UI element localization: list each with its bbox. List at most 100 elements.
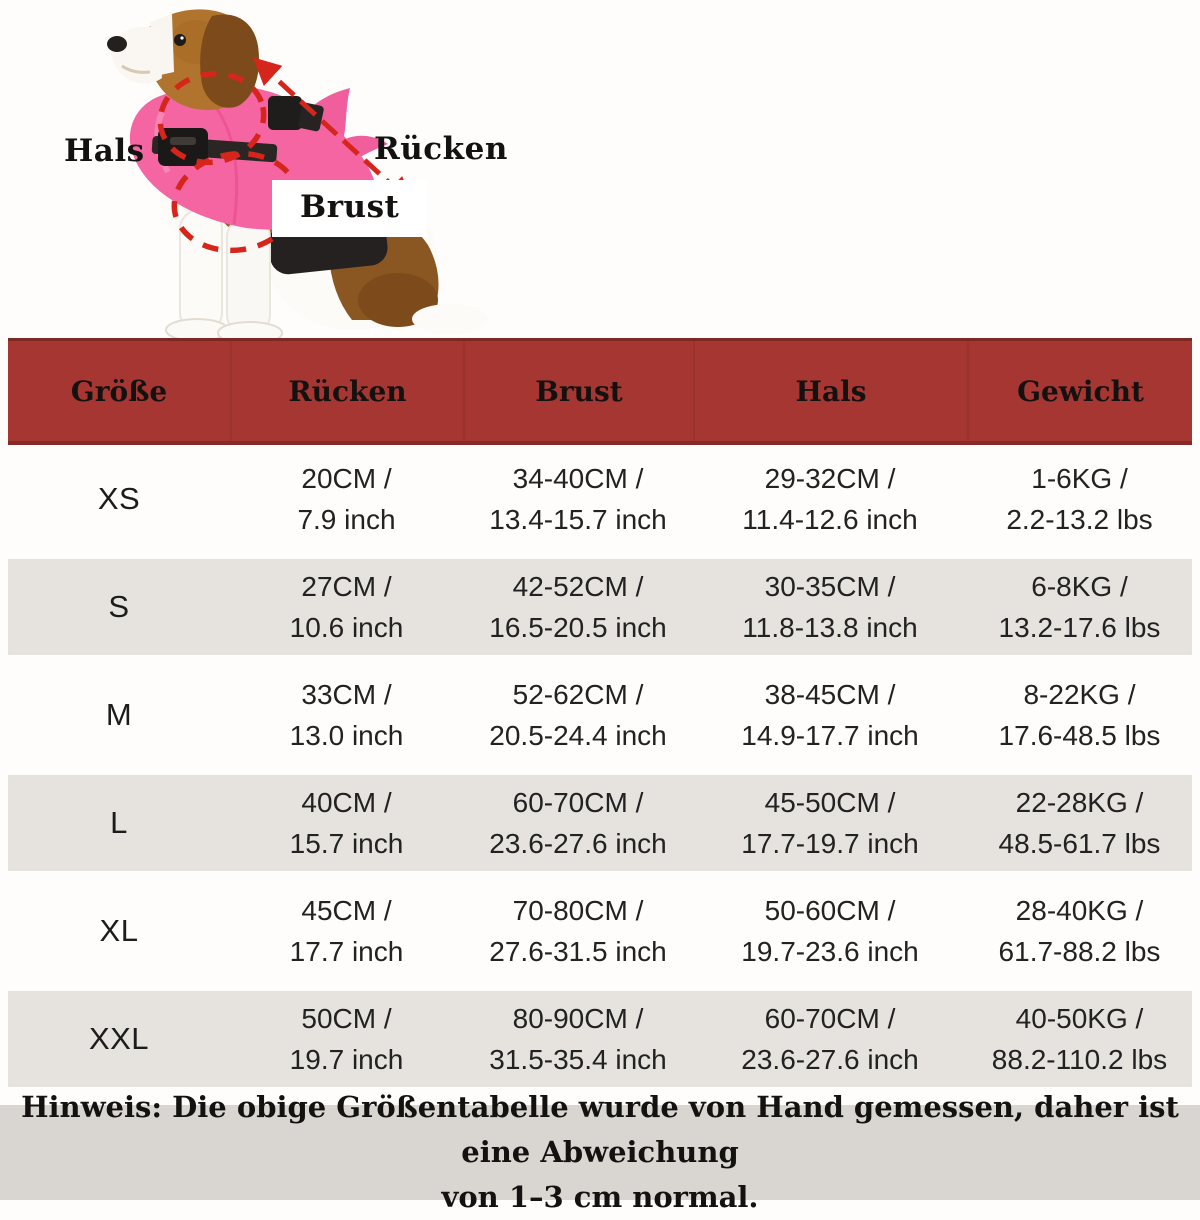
cell-line: 13.4-15.7 inch <box>489 504 667 535</box>
cell-line: 31.5-35.4 inch <box>489 1044 667 1075</box>
cell-line: 13.0 inch <box>289 720 404 751</box>
cell-line: 15.7 inch <box>289 828 404 859</box>
gewicht-cell: 40-50KG / 88.2-110.2 lbs <box>967 998 1192 1080</box>
size-label: L <box>110 805 128 840</box>
cell-line: 42-52CM / <box>512 571 644 602</box>
table-row: XXL 50CM / 19.7 inch 80-90CM / 31.5-35.4… <box>0 985 1200 1093</box>
cell-line: 33CM / <box>301 679 392 710</box>
ruecken-cell: 27CM / 10.6 inch <box>230 566 463 648</box>
cell-line: 45CM / <box>301 895 392 926</box>
header-hals: Hals <box>693 341 967 441</box>
hals-cell: 29-32CM / 11.4-12.6 inch <box>693 458 967 540</box>
cell-line: 27CM / <box>301 571 392 602</box>
size-label: S <box>108 589 130 624</box>
cell-line: 38-45CM / <box>764 679 896 710</box>
cell-line: 40CM / <box>301 787 392 818</box>
cell-line: 11.4-12.6 inch <box>742 504 918 535</box>
note-line: von 1–3 cm normal. <box>441 1180 759 1214</box>
ruecken-cell: 33CM / 13.0 inch <box>230 674 463 756</box>
brust-cell: 70-80CM / 27.6-31.5 inch <box>463 890 693 972</box>
cell-line: 23.6-27.6 inch <box>741 1044 919 1075</box>
table-row: M 33CM / 13.0 inch 52-62CM / 20.5-24.4 i… <box>0 661 1200 769</box>
cell-line: 27.6-31.5 inch <box>489 936 667 967</box>
cell-line: 8-22KG / <box>1023 679 1136 710</box>
header-gewicht: Gewicht <box>967 341 1192 441</box>
dog-head <box>107 9 260 110</box>
cell-line: 6-8KG / <box>1031 571 1128 602</box>
cell-line: 30-35CM / <box>764 571 896 602</box>
cell-line: 60-70CM / <box>764 1003 896 1034</box>
cell-line: 50CM / <box>301 1003 392 1034</box>
size-table: Größe Rücken Brust Hals Gewicht XS 20CM … <box>0 338 1200 1214</box>
measurement-diagram: Hals Rücken Brust <box>0 0 1200 338</box>
size-label: XS <box>97 481 141 516</box>
gewicht-cell: 1-6KG / 2.2-13.2 lbs <box>967 458 1192 540</box>
back-measure-arrow <box>252 57 414 205</box>
brust-cell: 42-52CM / 16.5-20.5 inch <box>463 566 693 648</box>
gewicht-cell: 6-8KG / 13.2-17.6 lbs <box>967 566 1192 648</box>
hals-cell: 50-60CM / 19.7-23.6 inch <box>693 890 967 972</box>
cell-line: 40-50KG / <box>1015 1003 1144 1034</box>
cell-line: 17.7-19.7 inch <box>741 828 919 859</box>
size-label: XXL <box>88 1021 150 1056</box>
header-ruecken: Rücken <box>230 341 463 441</box>
brust-cell: 60-70CM / 23.6-27.6 inch <box>463 782 693 864</box>
cell-line: 29-32CM / <box>764 463 896 494</box>
back-label: Rücken <box>374 131 508 167</box>
gewicht-cell: 28-40KG / 61.7-88.2 lbs <box>967 890 1192 972</box>
cell-line: 10.6 inch <box>289 612 404 643</box>
cell-line: 2.2-13.2 lbs <box>1006 504 1153 535</box>
cell-line: 61.7-88.2 lbs <box>998 936 1161 967</box>
row-stripe <box>8 775 1192 871</box>
cell-line: 45-50CM / <box>764 787 896 818</box>
ruecken-cell: 50CM / 19.7 inch <box>230 998 463 1080</box>
header-groesse: Größe <box>70 374 168 408</box>
table-row: L 40CM / 15.7 inch 60-70CM / 23.6-27.6 i… <box>0 769 1200 877</box>
gewicht-cell: 22-28KG / 48.5-61.7 lbs <box>967 782 1192 864</box>
cell-line: 70-80CM / <box>512 895 644 926</box>
cell-line: 48.5-61.7 lbs <box>998 828 1161 859</box>
gewicht-cell: 8-22KG / 17.6-48.5 lbs <box>967 674 1192 756</box>
neck-label: Hals <box>64 133 145 169</box>
brust-cell: 80-90CM / 31.5-35.4 inch <box>463 998 693 1080</box>
cell-line: 17.7 inch <box>289 936 404 967</box>
ruecken-cell: 40CM / 15.7 inch <box>230 782 463 864</box>
cell-line: 19.7-23.6 inch <box>741 936 919 967</box>
cell-line: 19.7 inch <box>289 1044 404 1075</box>
row-stripe <box>8 559 1192 655</box>
table-header-row: Größe Rücken Brust Hals Gewicht <box>8 338 1192 445</box>
cell-line: 13.2-17.6 lbs <box>998 612 1161 643</box>
cell-line: 20CM / <box>301 463 392 494</box>
brust-cell: 34-40CM / 13.4-15.7 inch <box>463 458 693 540</box>
cell-line: 14.9-17.7 inch <box>741 720 919 751</box>
hals-cell: 60-70CM / 23.6-27.6 inch <box>693 998 967 1080</box>
cell-line: 88.2-110.2 lbs <box>991 1044 1168 1075</box>
size-label: XL <box>99 913 139 948</box>
cell-line: 1-6KG / <box>1031 463 1128 494</box>
size-label: M <box>105 697 133 732</box>
measurement-note: Hinweis: Die obige Größentabelle wurde v… <box>0 1090 1200 1214</box>
note-line: Hinweis: Die obige Größentabelle wurde v… <box>21 1090 1179 1169</box>
table-row: XS 20CM / 7.9 inch 34-40CM / 13.4-15.7 i… <box>0 445 1200 553</box>
hals-cell: 45-50CM / 17.7-19.7 inch <box>693 782 967 864</box>
dog-ear <box>200 14 260 108</box>
cell-line: 80-90CM / <box>512 1003 644 1034</box>
row-stripe <box>8 991 1192 1087</box>
cell-line: 28-40KG / <box>1015 895 1144 926</box>
cell-line: 60-70CM / <box>512 787 644 818</box>
cell-line: 50-60CM / <box>764 895 896 926</box>
ruecken-cell: 20CM / 7.9 inch <box>230 458 463 540</box>
dog-illustration <box>107 9 488 338</box>
ruecken-cell: 45CM / 17.7 inch <box>230 890 463 972</box>
cell-line: 17.6-48.5 lbs <box>998 720 1161 751</box>
cell-line: 11.8-13.8 inch <box>742 612 918 643</box>
cell-line: 16.5-20.5 inch <box>489 612 667 643</box>
dog-nose <box>107 36 127 52</box>
cell-line: 34-40CM / <box>512 463 644 494</box>
hals-cell: 30-35CM / 11.8-13.8 inch <box>693 566 967 648</box>
table-row: XL 45CM / 17.7 inch 70-80CM / 27.6-31.5 … <box>0 877 1200 985</box>
cell-line: 22-28KG / <box>1015 787 1144 818</box>
cell-line: 52-62CM / <box>512 679 644 710</box>
chest-label: Brust <box>272 180 428 237</box>
dog-eye <box>174 34 186 46</box>
